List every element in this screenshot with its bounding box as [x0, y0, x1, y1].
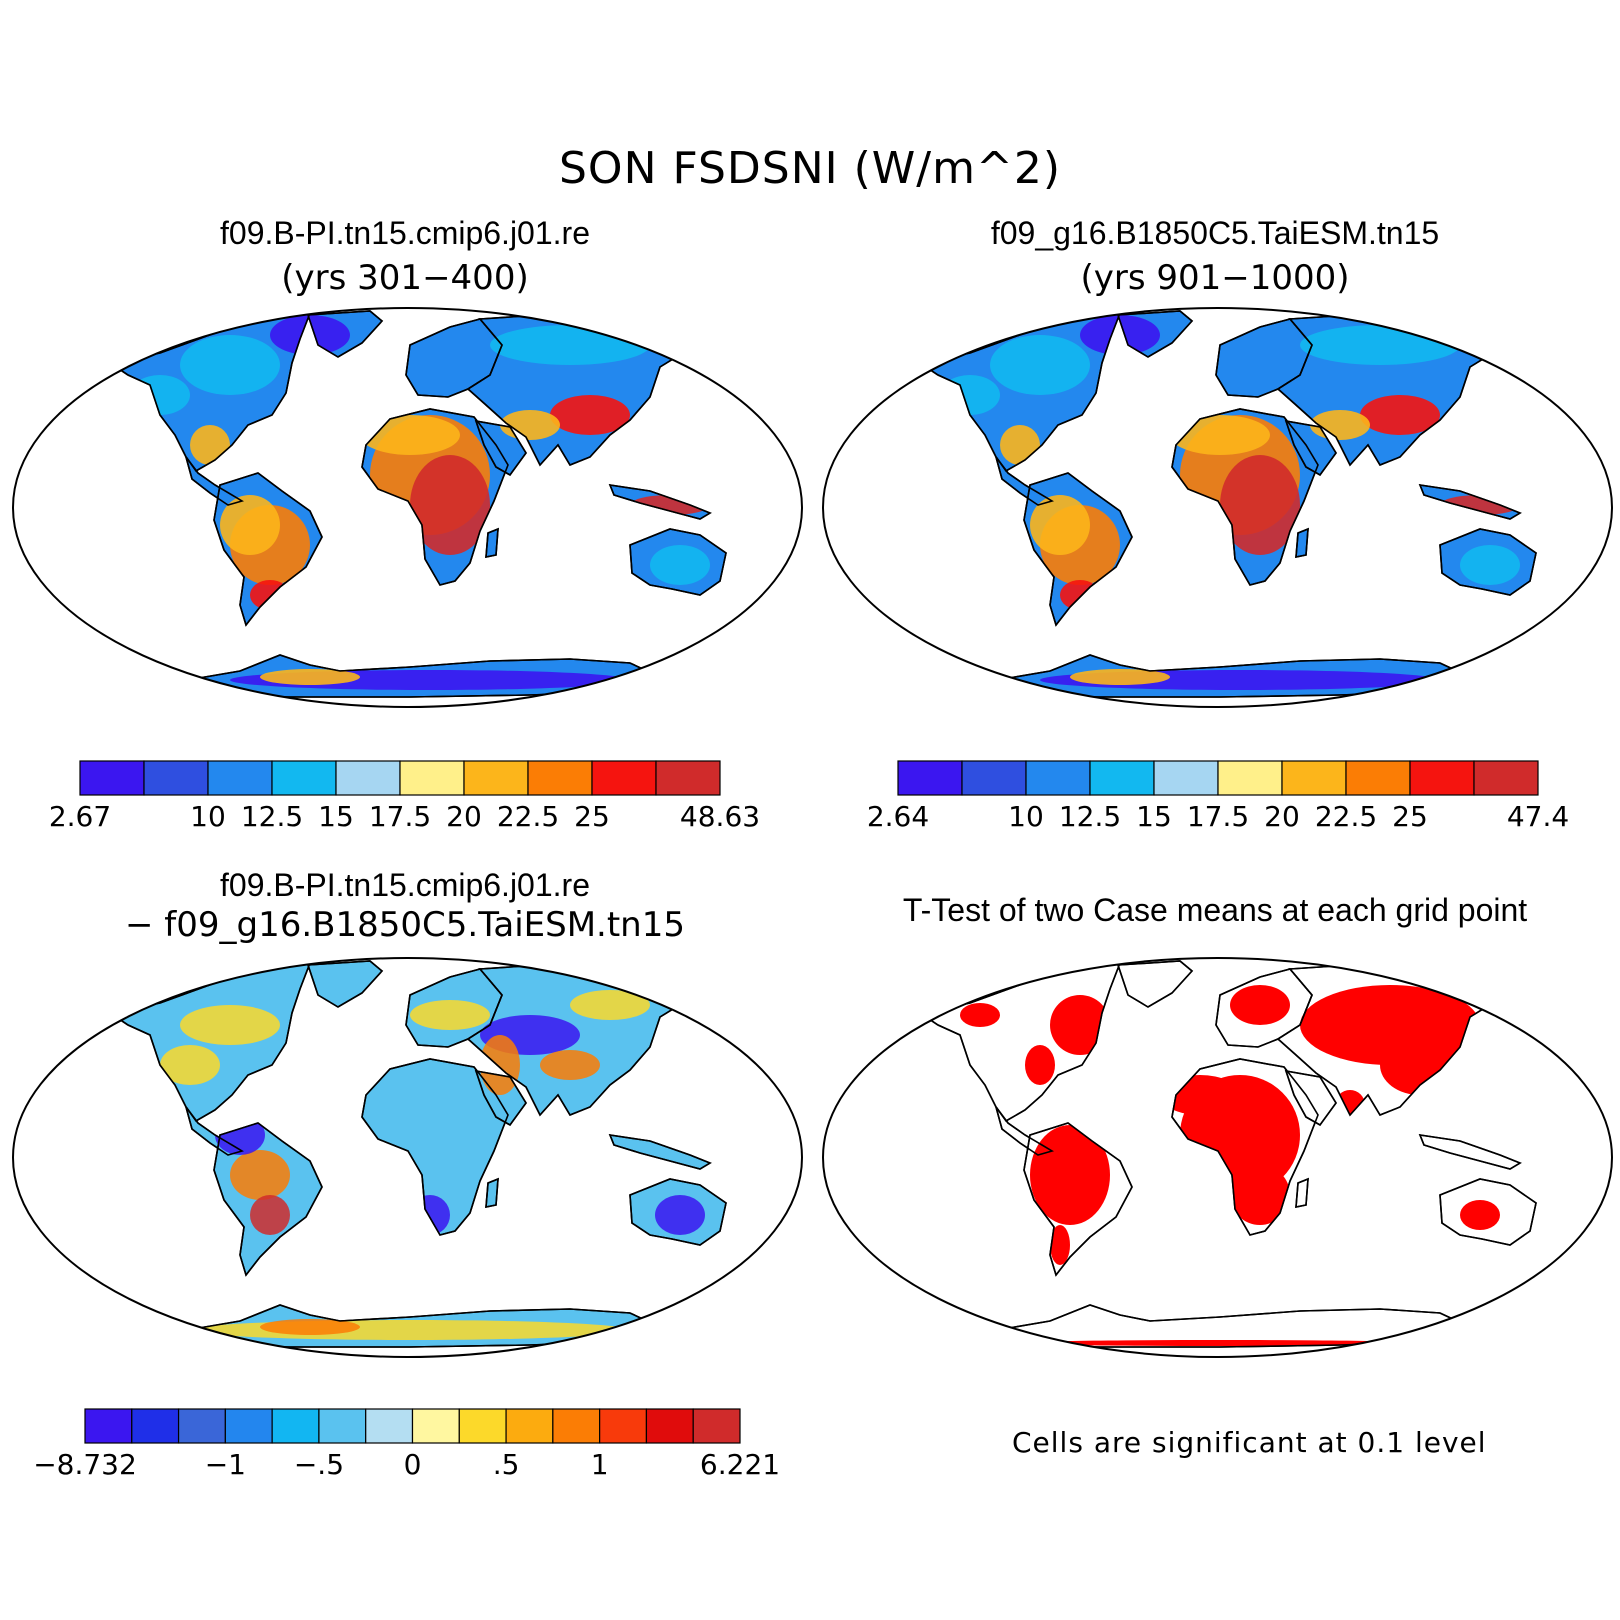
- colorbar-box: [271, 760, 337, 796]
- colorbar-panel-2: [897, 760, 1539, 796]
- colorbar-box: [655, 760, 721, 796]
- colorbar-box: [1473, 760, 1539, 796]
- colorbar-tick-label: 10: [190, 800, 226, 833]
- colorbar-tick-label: −.5: [293, 1448, 345, 1481]
- map-panel-4: [822, 957, 1613, 1358]
- colorbar-box: [84, 1408, 133, 1444]
- colorbar-tick-label: 10: [1008, 800, 1044, 833]
- colorbar-tick-label: −1: [204, 1448, 246, 1481]
- colorbar-box: [131, 1408, 180, 1444]
- colorbar-tick-label: 22.5: [1314, 800, 1378, 833]
- map-boundary: [822, 307, 1613, 708]
- colorbar-tick-label: 2.64: [866, 800, 930, 833]
- colorbar-box: [224, 1408, 273, 1444]
- panel-4-title: T-Test of two Case means at each grid po…: [902, 892, 1528, 928]
- colorbar-box: [1089, 760, 1155, 796]
- panel-1-subtitle: (yrs 301−400): [281, 258, 529, 298]
- panel-2-subtitle: (yrs 901−1000): [1080, 258, 1350, 298]
- colorbar-tick-label: 6.221: [699, 1448, 781, 1481]
- map-boundary: [12, 307, 803, 708]
- colorbar-tick-label: 25: [574, 800, 610, 833]
- colorbar-panel-3: [84, 1408, 741, 1444]
- colorbar-box: [961, 760, 1027, 796]
- map-boundary: [12, 957, 803, 1358]
- colorbar-box: [1281, 760, 1347, 796]
- colorbar-box: [692, 1408, 741, 1444]
- colorbar-box: [552, 1408, 601, 1444]
- colorbar-tick-label: 1: [590, 1448, 609, 1481]
- colorbar-box: [897, 760, 963, 796]
- map-panel-2: [822, 307, 1613, 708]
- colorbar-tick-label: 17.5: [368, 800, 432, 833]
- map-panel-1: [12, 307, 803, 708]
- colorbar-box: [1025, 760, 1091, 796]
- colorbar-box: [645, 1408, 694, 1444]
- colorbar-box: [1409, 760, 1475, 796]
- panel-3-title: f09.B-PI.tn15.cmip6.j01.re: [220, 867, 590, 903]
- colorbar-tick-label: 0: [403, 1448, 422, 1481]
- panel-3-subtitle: − f09_g16.B1850C5.TaiESM.tn15: [125, 905, 685, 945]
- colorbar-tick-label: 22.5: [496, 800, 560, 833]
- colorbar-box: [458, 1408, 507, 1444]
- map-panel-3: [12, 957, 803, 1358]
- colorbar-box: [411, 1408, 460, 1444]
- figure-title: SON FSDSNI (W/m^2): [559, 143, 1061, 194]
- colorbar-panel-3-labels: −8.732 −1 −.5 0 .5 1 6.221: [33, 1448, 780, 1482]
- colorbar-tick-label: 25: [1392, 800, 1428, 833]
- colorbar-box: [463, 760, 529, 796]
- colorbar-box: [318, 1408, 367, 1444]
- colorbar-tick-label: 12.5: [1058, 800, 1122, 833]
- colorbar-tick-label: 20: [446, 800, 482, 833]
- colorbar-box: [1345, 760, 1411, 796]
- colorbar-box: [79, 760, 145, 796]
- colorbar-box: [527, 760, 593, 796]
- colorbar-panel-2-labels: 2.64 10 12.5 15 17.5 20 22.5 25 47.4: [867, 800, 1569, 834]
- colorbar-box: [207, 760, 273, 796]
- colorbar-box: [177, 1408, 226, 1444]
- colorbar-panel-1-labels: 2.67 10 12.5 15 17.5 20 22.5 25 48.63: [49, 800, 760, 834]
- colorbar-box: [399, 760, 465, 796]
- colorbar-box: [599, 1408, 648, 1444]
- colorbar-tick-label: −8.732: [33, 1448, 137, 1481]
- colorbar-box: [143, 760, 209, 796]
- colorbar-tick-label: .5: [492, 1448, 520, 1481]
- map-boundary: [822, 957, 1613, 1358]
- colorbar-box: [591, 760, 657, 796]
- panel-1-title: f09.B-PI.tn15.cmip6.j01.re: [220, 215, 590, 251]
- colorbar-tick-label: 15: [1136, 800, 1172, 833]
- colorbar-box: [271, 1408, 320, 1444]
- colorbar-tick-label: 2.67: [48, 800, 112, 833]
- colorbar-tick-label: 17.5: [1186, 800, 1250, 833]
- colorbar-box: [505, 1408, 554, 1444]
- colorbar-tick-label: 15: [318, 800, 354, 833]
- panel-2-title: f09_g16.B1850C5.TaiESM.tn15: [990, 215, 1440, 251]
- colorbar-panel-1: [79, 760, 721, 796]
- colorbar-tick-label: 48.63: [679, 800, 761, 833]
- colorbar-tick-label: 12.5: [240, 800, 304, 833]
- significance-footnote: Cells are significant at 0.1 level: [1012, 1426, 1487, 1459]
- colorbar-tick-label: 20: [1264, 800, 1300, 833]
- colorbar-box: [1217, 760, 1283, 796]
- colorbar-tick-label: 47.4: [1506, 800, 1570, 833]
- colorbar-box: [365, 1408, 414, 1444]
- colorbar-box: [1153, 760, 1219, 796]
- colorbar-box: [335, 760, 401, 796]
